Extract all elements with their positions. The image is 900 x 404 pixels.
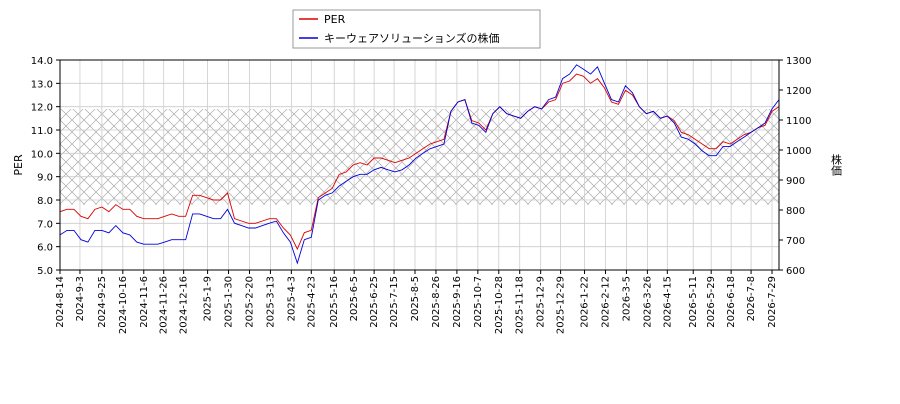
x-tick-label: 2026-7-8 [746,276,757,321]
x-tick-label: 2025-12-29 [556,276,567,334]
x-tick-label: 2024-11-6 [139,276,150,328]
x-tick-label: 2025-12-9 [536,276,547,328]
legend-box [292,9,541,49]
x-tick-label: 2025-8-5 [410,276,421,321]
y2-tick-label: 1100 [786,116,811,127]
legend-label: PER [324,13,346,26]
x-tick-label: 2025-10-28 [494,276,505,334]
x-tick-label: 2026-7-29 [767,276,778,328]
x-tick-label: 2024-12-16 [179,276,190,334]
y-tick-label: 11.0 [31,126,53,137]
x-tick-label: 2026-2-12 [600,276,611,328]
x-tick-label: 2025-9-16 [452,276,463,328]
x-tick-label: 2025-4-3 [286,276,297,321]
x-tick-label: 2024-9-3 [75,276,86,321]
y-tick-label: 13.0 [31,79,53,90]
x-tick-label: 2024-8-14 [55,276,66,328]
x-tick-label: 2024-10-16 [118,276,129,334]
x-tick-label: 2024-11-26 [159,276,170,334]
legend: PER キーウェアソリューションズの株価 [292,9,541,49]
y2-tick-label: 1000 [786,146,811,157]
y-tick-label: 10.0 [31,149,53,160]
x-tick-label: 2025-1-9 [203,276,214,321]
x-tick-label: 2025-2-20 [244,276,255,328]
y-axis-label: PER [12,154,25,176]
x-tick-label: 2026-3-5 [621,276,632,321]
x-tick-label: 2026-4-15 [662,276,673,328]
x-tick-label: 2025-8-26 [431,276,442,328]
y-tick-label: 8.0 [37,196,53,207]
x-tick-label: 2025-5-16 [329,276,340,328]
y2-tick-label: 1300 [786,56,811,67]
x-tick-label: 2025-7-15 [389,276,400,328]
x-tick-label: 2025-6-25 [369,276,380,328]
x-tick-label: 2026-1-22 [580,276,591,328]
x-tick-label: 2025-11-18 [515,276,526,334]
y-tick-label: 14.0 [31,56,53,67]
x-tick-label: 2025-6-5 [349,276,360,321]
y-tick-label: 5.0 [37,266,53,277]
y2-tick-label: 600 [786,266,805,277]
y-tick-label: 9.0 [37,173,53,184]
legend-label: キーウェアソリューションズの株価 [324,31,500,45]
x-tick-label: 2025-1-30 [224,276,235,328]
y2-tick-label: 900 [786,176,805,187]
y2-tick-label: 700 [786,236,805,247]
x-tick-label: 2026-3-26 [642,276,653,328]
x-tick-label: 2025-10-7 [473,276,484,328]
x-tick-label: 2024-9-25 [97,276,108,328]
y2-tick-label: 800 [786,206,805,217]
x-tick-label: 2026-5-29 [706,276,717,328]
series-line [59,64,780,265]
x-tick-label: 2025-3-13 [265,276,276,328]
y-tick-label: 6.0 [37,243,53,254]
x-tick-label: 2026-5-11 [688,276,699,328]
plot-frame [59,59,780,271]
y-tick-label: 12.0 [31,103,53,114]
y2-tick-label: 1200 [786,86,811,97]
shaded-range [60,109,779,205]
x-tick-label: 2025-4-23 [306,276,317,328]
y2-axis-label: 株価 [830,153,843,176]
x-tick-label: 2026-6-18 [726,276,737,328]
y-tick-label: 7.0 [37,219,53,230]
